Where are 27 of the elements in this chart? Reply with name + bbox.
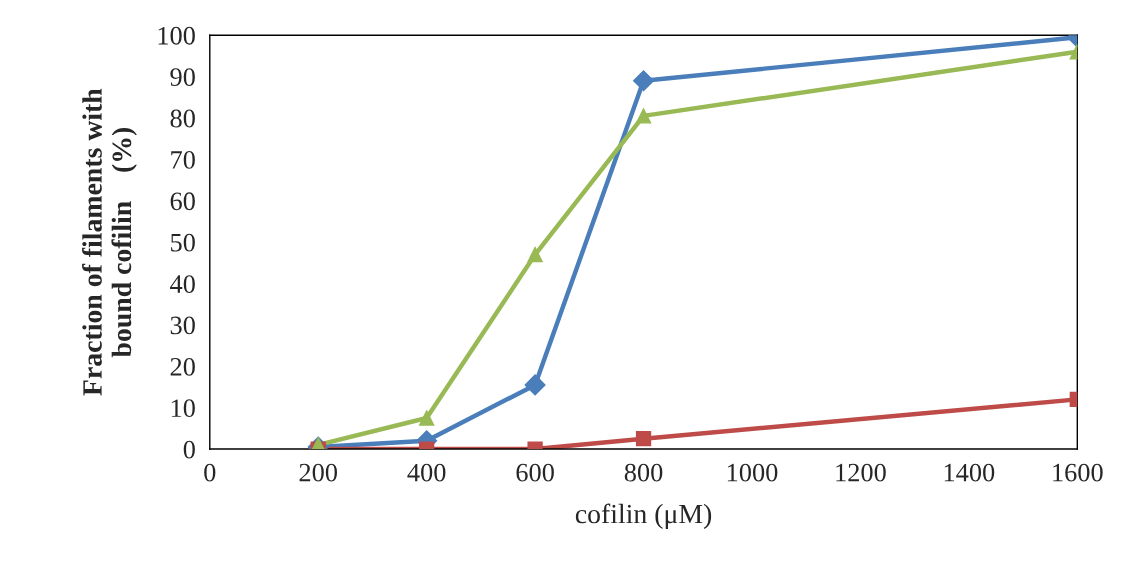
x-tick-label: 800 xyxy=(624,463,663,482)
x-tick-label: 0 xyxy=(204,463,216,482)
x-axis-title: cofilin (μM) xyxy=(575,503,712,530)
y-tick-label: 90 xyxy=(170,68,195,87)
y-tick-label: 50 xyxy=(171,233,195,252)
y-tick-label: 30 xyxy=(170,316,195,335)
x-tick-label: 400 xyxy=(407,463,446,482)
y-tick-label: 40 xyxy=(170,275,195,293)
x-tick-label: 1400 xyxy=(944,463,995,482)
y-tick-label: 70 xyxy=(171,150,195,169)
x-tick-label: 1600 xyxy=(1053,463,1103,482)
point xyxy=(419,410,435,426)
point xyxy=(527,246,543,263)
y-axis-title: Fraction of filaments with bound cofilin (%) xyxy=(82,88,137,396)
x-tick-label: 600 xyxy=(516,463,554,482)
y-tick-label: 60 xyxy=(170,192,195,211)
x-tick-label: 1200 xyxy=(836,463,886,482)
y-tick-label: 0 xyxy=(183,440,195,459)
y-tick-label: 20 xyxy=(170,357,195,376)
y-tick-label: 100 xyxy=(158,26,195,45)
point xyxy=(635,108,652,124)
point xyxy=(633,70,655,92)
y-tick-label: 80 xyxy=(170,109,195,128)
y-tick-label: 10 xyxy=(171,399,195,418)
x-tick-label: 200 xyxy=(299,463,338,482)
point xyxy=(524,374,546,396)
x-tick-label: 1000 xyxy=(727,463,778,482)
